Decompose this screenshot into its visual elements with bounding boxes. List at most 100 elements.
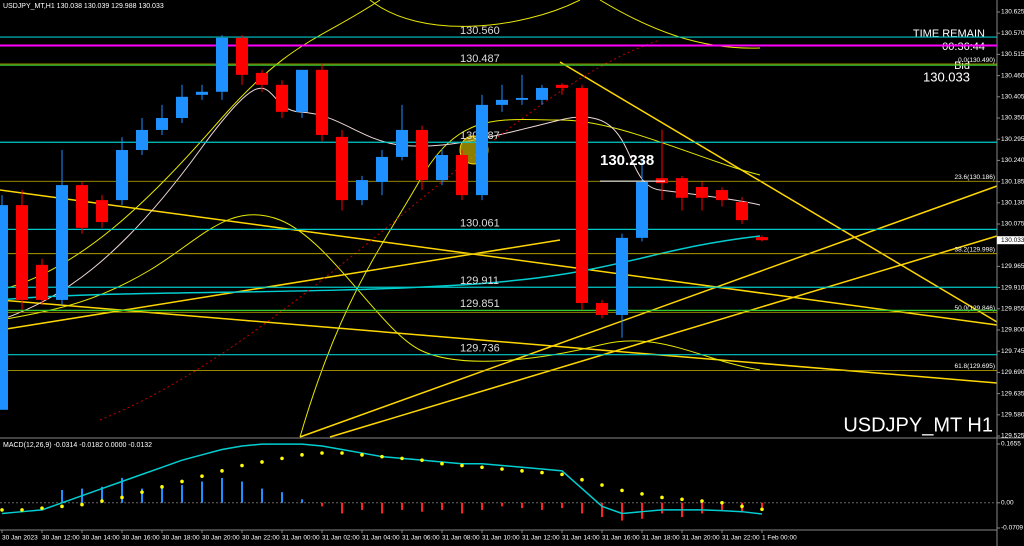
price-tag-label: 130.033 bbox=[1001, 237, 1024, 244]
candle-body bbox=[516, 97, 528, 100]
x-tick-label: 31 Jan 02:00 bbox=[322, 535, 360, 542]
candle-body bbox=[536, 87, 548, 100]
level-label: 129.911 bbox=[460, 275, 499, 287]
candle-body bbox=[56, 185, 68, 300]
fib-label: 61.8(129.695) bbox=[955, 363, 995, 370]
macd-signal-dot bbox=[40, 506, 44, 510]
y-tick-label: 130.240 bbox=[1001, 157, 1024, 164]
macd-signal-dot bbox=[120, 495, 124, 500]
candle-body bbox=[676, 178, 688, 198]
macd-signal-dot bbox=[680, 497, 684, 502]
x-tick-label: 31 Jan 04:00 bbox=[362, 535, 400, 542]
macd-signal-dot bbox=[380, 454, 384, 459]
candle-body bbox=[356, 180, 368, 201]
trendline bbox=[299, 185, 998, 438]
x-tick-label: 31 Jan 08:00 bbox=[442, 535, 480, 542]
fib-label: 50.0(129.846) bbox=[955, 305, 995, 312]
candle-body bbox=[276, 84, 288, 112]
x-tick-label: 31 Jan 12:00 bbox=[522, 535, 560, 542]
x-tick-label: 31 Jan 10:00 bbox=[482, 535, 520, 542]
trendline bbox=[329, 235, 998, 438]
macd-signal-dot bbox=[460, 463, 464, 468]
x-tick-label: 30 Jan 16:00 bbox=[122, 535, 160, 542]
bid: 130.033 bbox=[923, 69, 970, 84]
level-label: 129.736 bbox=[460, 343, 500, 355]
macd-signal-dot bbox=[100, 499, 104, 503]
x-tick-label: 31 Jan 16:00 bbox=[602, 535, 640, 542]
candle-body bbox=[716, 190, 728, 201]
candle-body bbox=[296, 69, 308, 112]
candle-body bbox=[156, 118, 168, 130]
candle-body bbox=[236, 37, 248, 75]
macd-signal-dot bbox=[280, 456, 284, 461]
macd-signal-dot bbox=[720, 501, 724, 505]
band-curve bbox=[0, 0, 381, 291]
candle-body bbox=[336, 136, 348, 201]
bid-label: Bid bbox=[954, 60, 970, 72]
macd-signal-dot bbox=[240, 463, 244, 468]
candle-body bbox=[656, 178, 668, 184]
y-tick-label: 130.515 bbox=[1001, 51, 1024, 58]
y-tick-label: 129.965 bbox=[1001, 263, 1024, 270]
candle-body bbox=[196, 91, 208, 95]
macd-tick-label: 0.1655 bbox=[1001, 441, 1021, 448]
x-tick-label: 30 Jan 22:00 bbox=[242, 535, 280, 542]
price-tag bbox=[997, 236, 1024, 245]
candle-body bbox=[496, 99, 508, 105]
y-tick-label: 130.625 bbox=[1001, 9, 1024, 16]
y-tick-label: 129.690 bbox=[1001, 369, 1024, 376]
y-tick-label: 130.130 bbox=[1001, 200, 1024, 207]
y-tick-label: 129.910 bbox=[1001, 284, 1024, 291]
candle-body bbox=[756, 237, 768, 241]
macd-signal-dot bbox=[180, 479, 184, 484]
trendlines bbox=[0, 61, 998, 438]
macd-signal-dot bbox=[620, 488, 624, 493]
macd-signal-dot bbox=[200, 474, 204, 478]
macd-signal-dot bbox=[220, 469, 224, 473]
y-tick-label: 130.405 bbox=[1001, 94, 1024, 101]
macd-signal-dot bbox=[540, 470, 544, 475]
y-tick-label: 130.570 bbox=[1001, 30, 1024, 37]
trendline bbox=[559, 61, 998, 323]
macd-signal-dot bbox=[340, 451, 344, 455]
macd-signal-dot bbox=[700, 499, 704, 503]
trendline bbox=[0, 189, 998, 326]
candle-body bbox=[636, 181, 648, 238]
level-label: 130.487 bbox=[460, 53, 500, 65]
y-tick-label: 130.075 bbox=[1001, 221, 1024, 228]
macd-signal-dot bbox=[760, 507, 764, 512]
macd-signal-dot bbox=[300, 453, 304, 457]
candle-body bbox=[616, 237, 628, 315]
candle-body bbox=[0, 205, 8, 410]
y-tick-label: 129.745 bbox=[1001, 348, 1024, 355]
candle-body bbox=[556, 84, 568, 88]
y-tick-label: 130.185 bbox=[1001, 178, 1024, 185]
macd-signal-dot bbox=[580, 477, 584, 482]
y-tick-label: 129.525 bbox=[1001, 433, 1024, 440]
x-tick-label: 31 Jan 20:00 bbox=[682, 535, 720, 542]
level-label: 129.851 bbox=[460, 298, 500, 310]
band-curve bbox=[299, 119, 761, 438]
macd-signal-dot bbox=[740, 504, 744, 509]
y-tick-label: 129.635 bbox=[1001, 390, 1024, 397]
candle-body bbox=[116, 149, 128, 201]
y-tick-label: 129.855 bbox=[1001, 306, 1024, 313]
candle-body bbox=[476, 104, 488, 196]
macd-signal-dot bbox=[260, 460, 264, 464]
macd-signal-dot bbox=[420, 458, 424, 462]
candle-body bbox=[16, 205, 28, 300]
x-tick-label: 31 Jan 18:00 bbox=[642, 535, 680, 542]
candle-body bbox=[576, 87, 588, 304]
x-tick-label: 30 Jan 14:00 bbox=[82, 535, 120, 542]
band-curve bbox=[0, 214, 761, 371]
candle-body bbox=[76, 185, 88, 228]
macd-signal-dot bbox=[520, 469, 524, 473]
macd-signal-dot bbox=[80, 502, 84, 507]
macd-signal-dot bbox=[440, 461, 444, 466]
x-tick-label: 30 Jan 18:00 bbox=[162, 535, 200, 542]
watermark: USDJPY_MT H1 bbox=[843, 414, 993, 436]
ma-curve bbox=[99, 39, 661, 421]
x-tick-label: 30 Jan 2023 bbox=[2, 535, 38, 542]
